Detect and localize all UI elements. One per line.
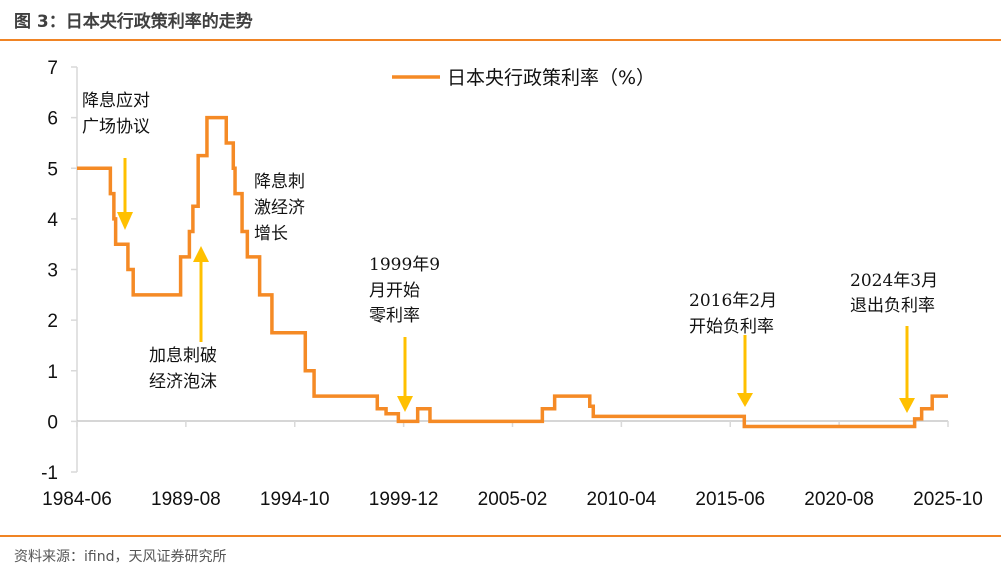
legend-label: 日本央行政策利率（%） xyxy=(447,67,655,89)
svg-text:增长: 增长 xyxy=(254,224,288,244)
y-ticks: 7 6 5 4 3 2 1 0 -1 xyxy=(41,58,77,484)
svg-text:降息应对: 降息应对 xyxy=(82,91,150,111)
source-note: 资料来源：ifind，天风证券研究所 xyxy=(14,549,227,565)
annotation-bubble: 加息刺破 经济泡沫 xyxy=(149,246,217,392)
chart: 7 6 5 4 3 2 1 0 -1 1984-06 1989-08 1994-10 1999-12 2… xyxy=(41,58,983,510)
svg-text:开始负利率: 开始负利率 xyxy=(689,317,774,337)
x-tick-label: 1994-10 xyxy=(260,489,330,510)
annotation-plaza-accord: 降息应对 广场协议 xyxy=(82,91,150,230)
svg-text:1999年9: 1999年9 xyxy=(369,255,440,275)
y-tick-label: 1 xyxy=(47,362,58,383)
x-tick-label: 2020-08 xyxy=(804,489,874,510)
annotation-exit-negative: 2024年3月 退出负利率 xyxy=(850,271,938,413)
y-tick-label: 0 xyxy=(47,412,58,433)
bottom-rule xyxy=(0,535,1001,537)
svg-text:2016年2月: 2016年2月 xyxy=(689,291,777,311)
annotation-stimulus: 降息刺 激经济 增长 xyxy=(254,172,305,244)
svg-text:激经济: 激经济 xyxy=(254,198,305,218)
arrow-head-icon xyxy=(117,212,133,230)
y-tick-label: 7 xyxy=(47,58,58,79)
svg-text:经济泡沫: 经济泡沫 xyxy=(149,372,217,392)
svg-text:零利率: 零利率 xyxy=(369,306,420,326)
x-tick-label: 1999-12 xyxy=(369,489,439,510)
x-tick-label: 2010-04 xyxy=(587,489,657,510)
x-tick-label: 2015-06 xyxy=(695,489,765,510)
legend: 日本央行政策利率（%） xyxy=(392,67,655,89)
arrow-head-icon xyxy=(899,398,915,413)
arrow-head-icon xyxy=(397,396,413,412)
figure-title: 图 3：日本央行政策利率的走势 xyxy=(14,12,253,32)
y-tick-label: 2 xyxy=(47,311,58,332)
y-tick-label: 6 xyxy=(47,109,58,130)
arrow-head-icon xyxy=(737,393,753,407)
x-tick-label: 2005-02 xyxy=(478,489,548,510)
annotation-zero-rate: 1999年9 月开始 零利率 xyxy=(369,255,440,412)
policy-rate-line xyxy=(77,115,948,429)
x-ticks: 1984-06 1989-08 1994-10 1999-12 2005-02 2010-… xyxy=(42,421,983,510)
x-tick-label: 2025-10 xyxy=(913,489,983,510)
x-tick-label: 1984-06 xyxy=(42,489,112,510)
svg-text:降息刺: 降息刺 xyxy=(254,172,305,192)
svg-text:加息刺破: 加息刺破 xyxy=(149,346,217,366)
svg-text:月开始: 月开始 xyxy=(369,281,420,301)
y-tick-label: 5 xyxy=(47,159,58,180)
svg-text:广场协议: 广场协议 xyxy=(82,117,150,137)
y-tick-label: -1 xyxy=(41,463,58,484)
svg-text:退出负利率: 退出负利率 xyxy=(850,296,935,316)
top-rule xyxy=(0,39,1001,41)
x-tick-label: 1989-08 xyxy=(151,489,221,510)
y-tick-label: 4 xyxy=(47,210,58,231)
y-tick-label: 3 xyxy=(47,261,58,282)
annotation-negative-rate: 2016年2月 开始负利率 xyxy=(689,291,777,407)
arrow-head-icon xyxy=(193,246,209,262)
svg-text:2024年3月: 2024年3月 xyxy=(850,271,938,291)
